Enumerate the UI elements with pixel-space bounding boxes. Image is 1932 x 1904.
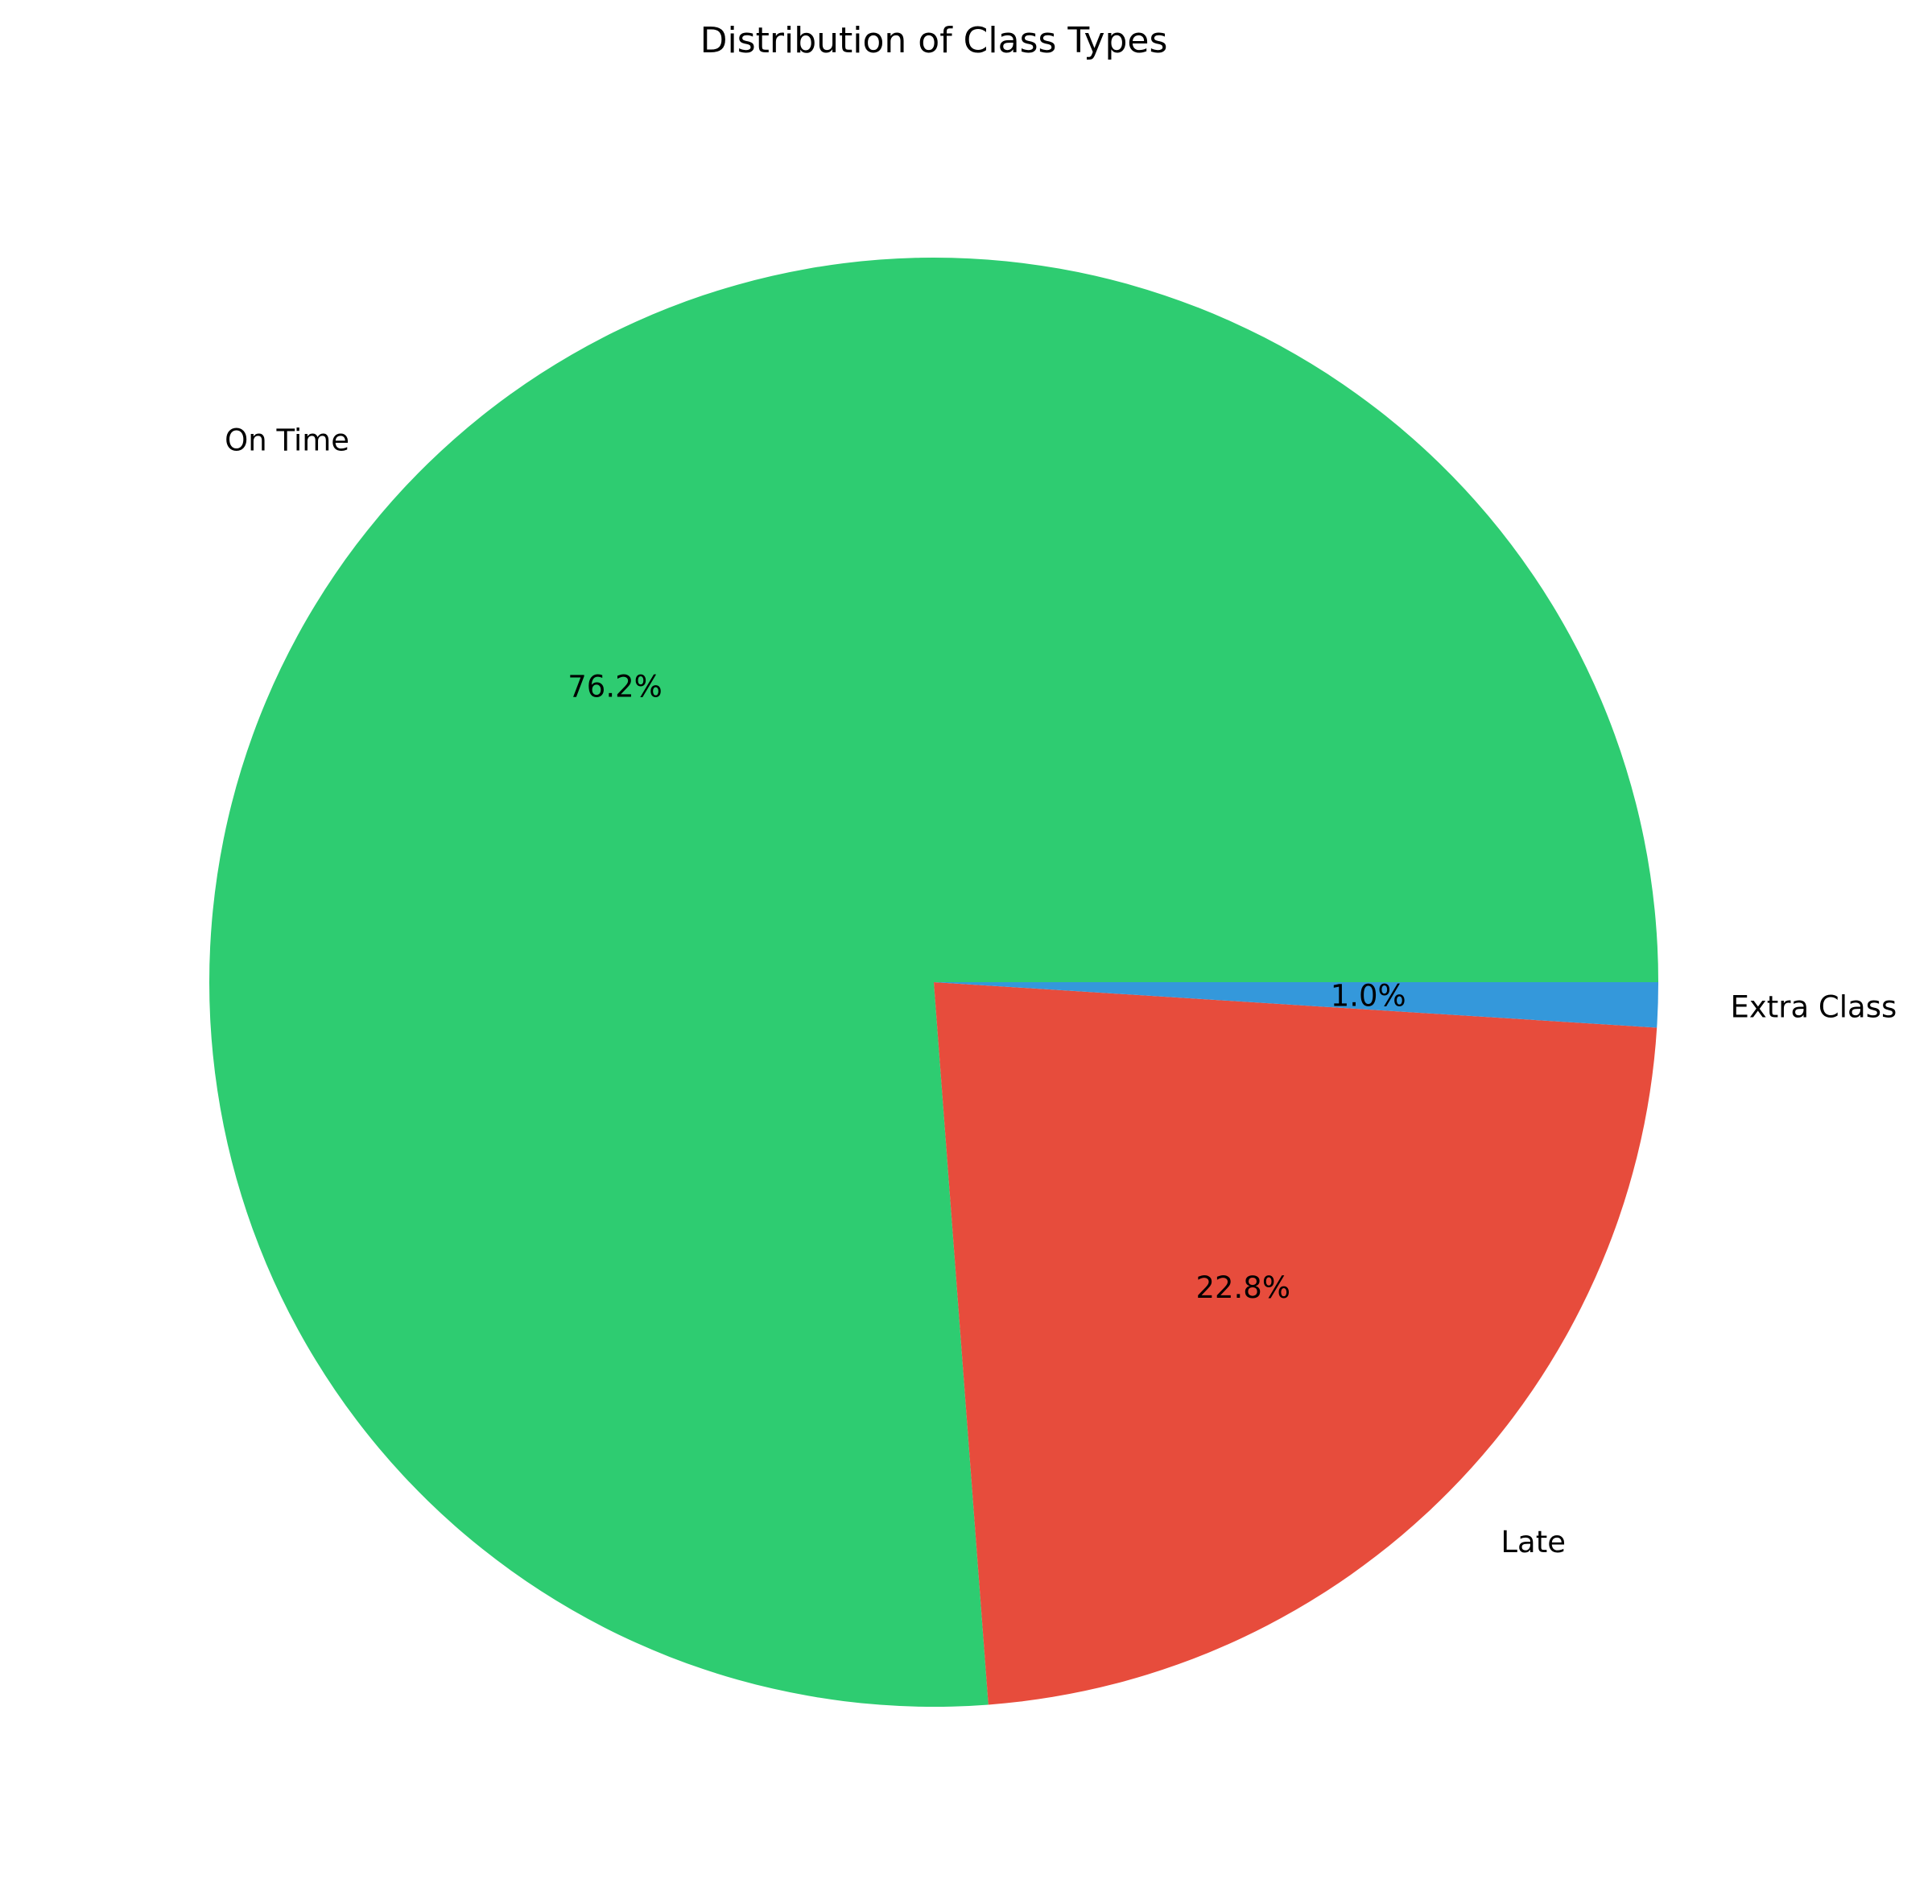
- percent-label-late: 22.8%: [1195, 1270, 1290, 1305]
- slice-label-extra-class: Extra Class: [1731, 990, 1897, 1025]
- slice-label-late: Late: [1501, 1525, 1566, 1559]
- percent-label-extra-class: 1.0%: [1331, 978, 1406, 1013]
- percent-labels: 76.2% 22.8% 1.0%: [568, 669, 1406, 1305]
- pie-slice-extra-class: [934, 982, 1658, 1028]
- pie-slices: [209, 258, 1658, 1708]
- slice-label-on-time: On Time: [225, 423, 349, 457]
- percent-label-on-time: 76.2%: [568, 669, 663, 704]
- category-labels: On Time Late Extra Class: [225, 423, 1897, 1559]
- pie-slice-late: [934, 982, 1657, 1705]
- chart-title: Distribution of Class Types: [700, 20, 1168, 61]
